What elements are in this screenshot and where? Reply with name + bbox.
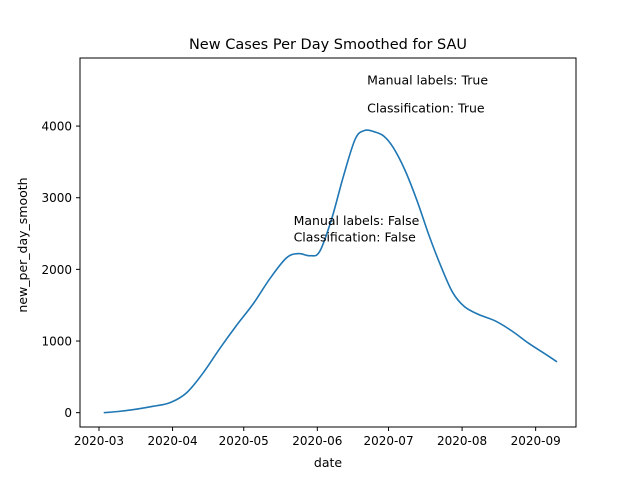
plot-area xyxy=(79,57,577,428)
y-axis-ticks: 0 1000 2000 3000 4000 xyxy=(41,120,80,420)
x-tick-label-3: 2020-06 xyxy=(292,434,342,448)
x-tick-label-1: 2020-04 xyxy=(147,434,197,448)
x-axis-ticks: 2020-03 2020-04 2020-05 2020-06 2020-07 2020-… xyxy=(74,427,561,448)
x-tick-label-2: 2020-05 xyxy=(219,434,269,448)
x-tick-label-4: 2020-07 xyxy=(363,434,413,448)
plot-frame xyxy=(79,57,577,428)
x-tick-label-0: 2020-03 xyxy=(74,434,124,448)
x-axis-label: date xyxy=(314,455,342,470)
chart-title: New Cases Per Day Smoothed for SAU xyxy=(189,37,467,53)
y-tick-label-0: 0 xyxy=(64,406,72,420)
x-tick-label-5: 2020-08 xyxy=(437,434,487,448)
y-tick-label-1: 1000 xyxy=(41,335,72,349)
y-tick-label-4: 4000 xyxy=(41,120,72,134)
annotation-text-1: Classification: True xyxy=(367,100,485,115)
annotation-text-0: Manual labels: True xyxy=(367,73,488,88)
y-tick-label-2: 2000 xyxy=(41,263,72,277)
annotations: Manual labels: True Classification: True M… xyxy=(294,73,489,245)
annotation-text-2: Manual labels: False xyxy=(294,213,420,228)
series-line-0 xyxy=(103,129,558,414)
x-tick-label-6: 2020-09 xyxy=(511,434,561,448)
annotation-text-3: Classification: False xyxy=(294,229,417,244)
y-axis-label: new_per_day_smooth xyxy=(15,177,30,312)
y-tick-label-3: 3000 xyxy=(41,191,72,205)
